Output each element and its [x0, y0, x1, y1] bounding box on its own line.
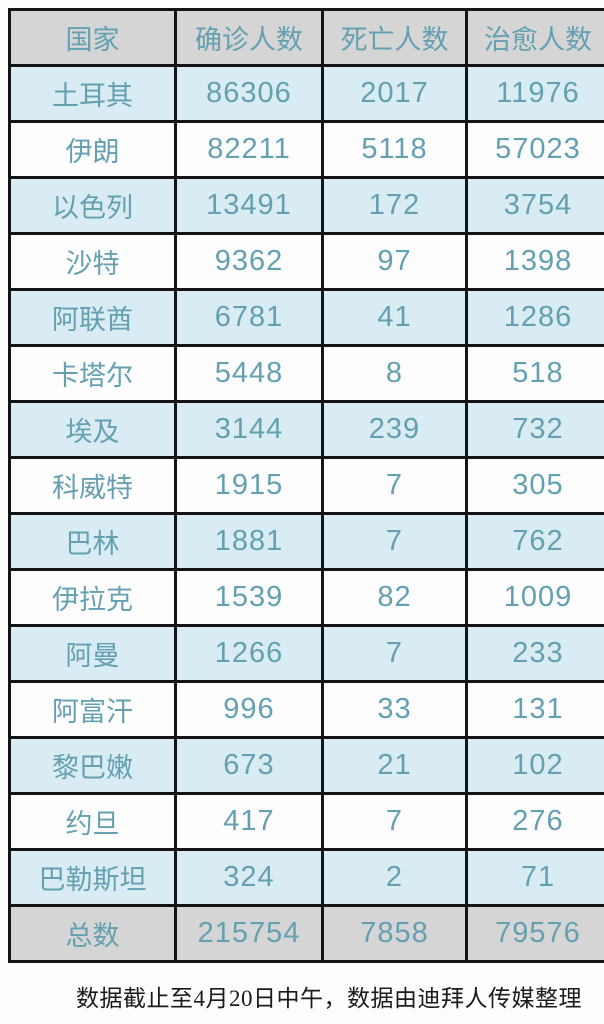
table-body: 土耳其 86306 2017 11976 伊朗 82211 5118 57023 以色列 1349…: [8, 64, 604, 907]
recovered-cell: 732: [465, 400, 604, 459]
recovered-cell: 3754: [465, 176, 604, 235]
confirmed-cell: 1881: [174, 512, 324, 571]
country-cell: 科威特: [8, 456, 177, 515]
country-cell: 以色列: [8, 176, 177, 235]
deaths-cell: 82: [321, 568, 468, 627]
deaths-cell: 97: [321, 232, 468, 291]
deaths-cell: 7: [321, 456, 468, 515]
covid-stats-table: 国家 确诊人数 死亡人数 治愈人数 土耳其 86306 2017 11976 伊朗 822…: [8, 8, 604, 963]
confirmed-cell: 13491: [174, 176, 324, 235]
total-row: 总数 215754 7858 79576: [8, 904, 604, 963]
deaths-cell: 2: [321, 848, 468, 907]
country-cell: 沙特: [8, 232, 177, 291]
recovered-cell: 131: [465, 680, 604, 739]
column-header-recovered: 治愈人数: [465, 8, 604, 67]
table-row: 约旦 417 7 276: [8, 792, 604, 851]
table-row: 土耳其 86306 2017 11976: [8, 64, 604, 123]
confirmed-cell: 86306: [174, 64, 324, 123]
country-cell: 阿联酋: [8, 288, 177, 347]
confirmed-cell: 996: [174, 680, 324, 739]
recovered-cell: 102: [465, 736, 604, 795]
confirmed-cell: 1539: [174, 568, 324, 627]
country-cell: 伊拉克: [8, 568, 177, 627]
confirmed-cell: 6781: [174, 288, 324, 347]
table-head: 国家 确诊人数 死亡人数 治愈人数: [8, 8, 604, 67]
country-cell: 阿曼: [8, 624, 177, 683]
country-cell: 伊朗: [8, 120, 177, 179]
recovered-cell: 1398: [465, 232, 604, 291]
deaths-cell: 7: [321, 792, 468, 851]
confirmed-cell: 324: [174, 848, 324, 907]
deaths-cell: 41: [321, 288, 468, 347]
footer-note: 数据截止至4月20日中午，数据由迪拜人传媒整理: [76, 986, 582, 1011]
table-row: 阿联酋 6781 41 1286: [8, 288, 604, 347]
recovered-cell: 1009: [465, 568, 604, 627]
table-row: 阿富汗 996 33 131: [8, 680, 604, 739]
deaths-cell: 5118: [321, 120, 468, 179]
deaths-cell: 7: [321, 624, 468, 683]
country-cell: 约旦: [8, 792, 177, 851]
deaths-cell: 7: [321, 512, 468, 571]
country-cell: 黎巴嫩: [8, 736, 177, 795]
recovered-cell: 1286: [465, 288, 604, 347]
table-row: 巴林 1881 7 762: [8, 512, 604, 571]
country-cell: 埃及: [8, 400, 177, 459]
total-deaths-cell: 7858: [321, 904, 468, 963]
deaths-cell: 33: [321, 680, 468, 739]
deaths-cell: 2017: [321, 64, 468, 123]
table-row: 埃及 3144 239 732: [8, 400, 604, 459]
country-cell: 巴林: [8, 512, 177, 571]
recovered-cell: 762: [465, 512, 604, 571]
table-row: 巴勒斯坦 324 2 71: [8, 848, 604, 907]
confirmed-cell: 5448: [174, 344, 324, 403]
column-header-deaths: 死亡人数: [321, 8, 468, 67]
recovered-cell: 57023: [465, 120, 604, 179]
confirmed-cell: 673: [174, 736, 324, 795]
confirmed-cell: 82211: [174, 120, 324, 179]
country-cell: 卡塔尔: [8, 344, 177, 403]
total-recovered-cell: 79576: [465, 904, 604, 963]
deaths-cell: 8: [321, 344, 468, 403]
recovered-cell: 11976: [465, 64, 604, 123]
country-cell: 阿富汗: [8, 680, 177, 739]
deaths-cell: 239: [321, 400, 468, 459]
table-row: 伊拉克 1539 82 1009: [8, 568, 604, 627]
table-header-row: 国家 确诊人数 死亡人数 治愈人数: [8, 8, 604, 67]
deaths-cell: 172: [321, 176, 468, 235]
table-row: 科威特 1915 7 305: [8, 456, 604, 515]
table-row: 沙特 9362 97 1398: [8, 232, 604, 291]
table-row: 黎巴嫩 673 21 102: [8, 736, 604, 795]
recovered-cell: 276: [465, 792, 604, 851]
confirmed-cell: 1266: [174, 624, 324, 683]
recovered-cell: 233: [465, 624, 604, 683]
column-header-confirmed: 确诊人数: [174, 8, 324, 67]
recovered-cell: 305: [465, 456, 604, 515]
table-row: 阿曼 1266 7 233: [8, 624, 604, 683]
table-foot: 总数 215754 7858 79576: [8, 904, 604, 963]
confirmed-cell: 1915: [174, 456, 324, 515]
total-label-cell: 总数: [8, 904, 177, 963]
country-cell: 土耳其: [8, 64, 177, 123]
deaths-cell: 21: [321, 736, 468, 795]
total-confirmed-cell: 215754: [174, 904, 324, 963]
column-header-country: 国家: [8, 8, 177, 67]
recovered-cell: 71: [465, 848, 604, 907]
country-cell: 巴勒斯坦: [8, 848, 177, 907]
table-row: 卡塔尔 5448 8 518: [8, 344, 604, 403]
confirmed-cell: 417: [174, 792, 324, 851]
confirmed-cell: 9362: [174, 232, 324, 291]
table-row: 伊朗 82211 5118 57023: [8, 120, 604, 179]
confirmed-cell: 3144: [174, 400, 324, 459]
recovered-cell: 518: [465, 344, 604, 403]
table-row: 以色列 13491 172 3754: [8, 176, 604, 235]
